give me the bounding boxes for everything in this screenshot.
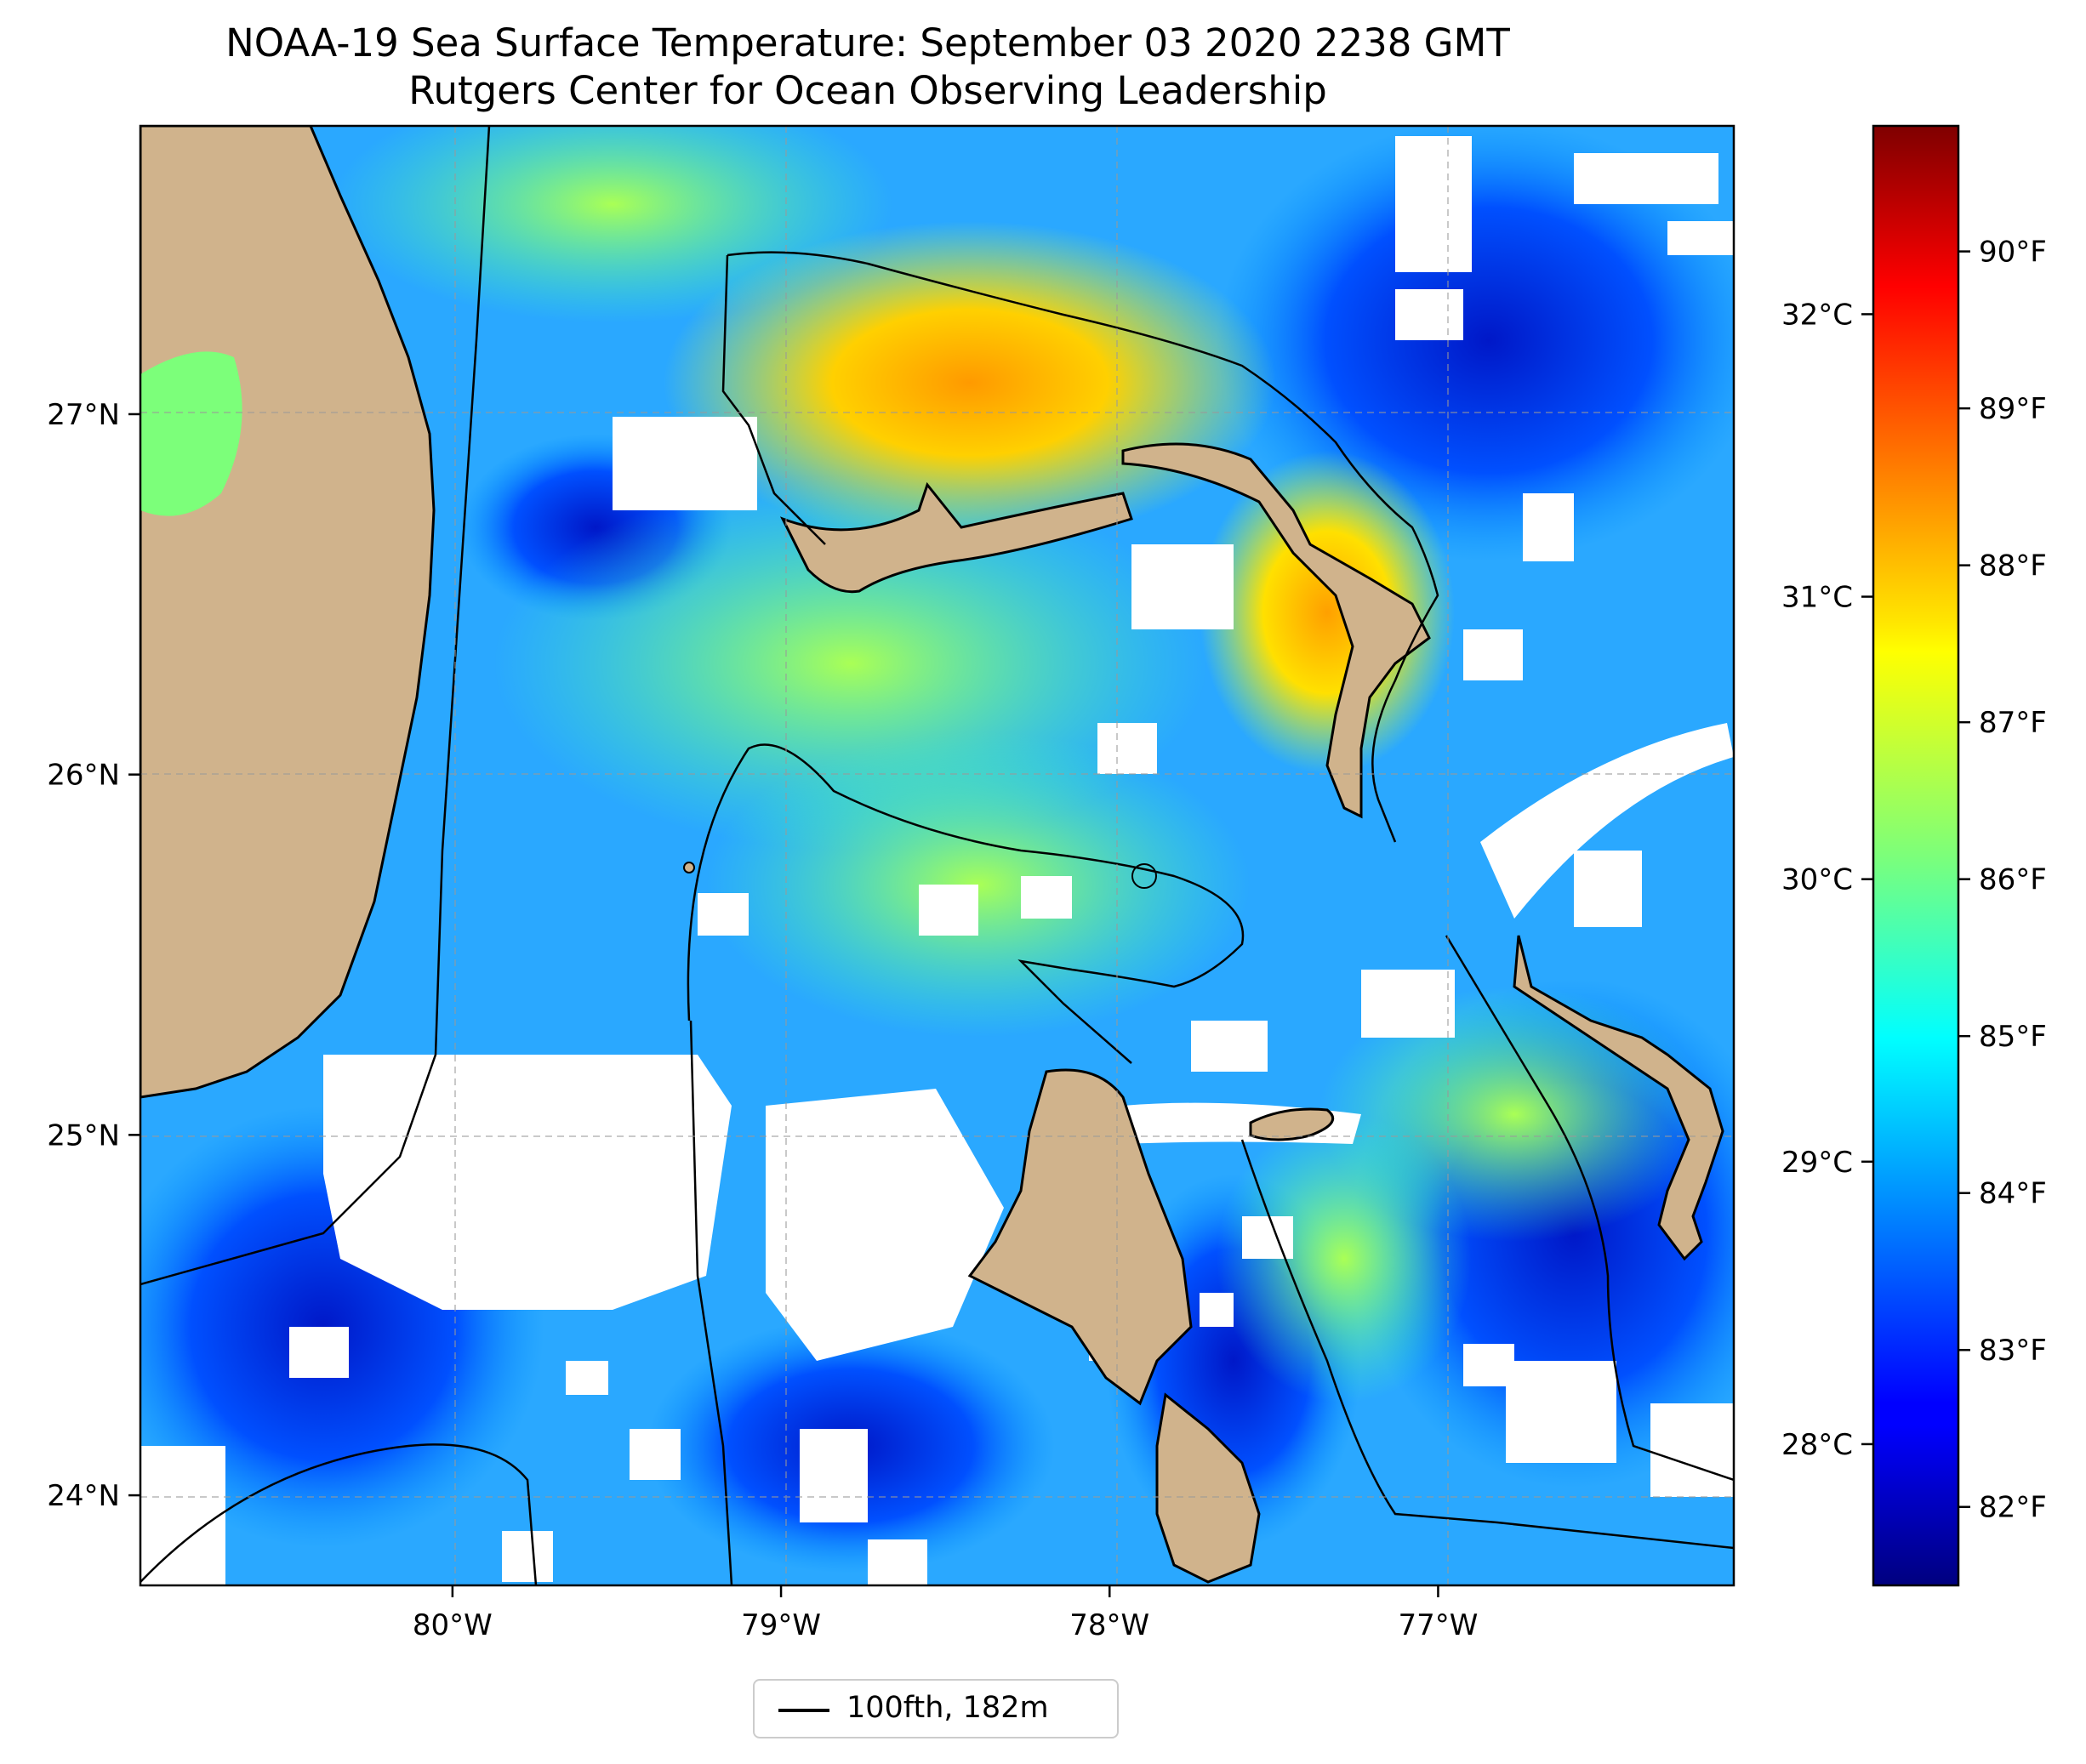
map-frame bbox=[139, 124, 1735, 1587]
colorbar-f-tick-label: 89°F bbox=[1979, 392, 2047, 426]
grand-bahama-island bbox=[779, 481, 1133, 594]
lon-tick-label: 78°W bbox=[1069, 1608, 1149, 1642]
colorbar-f-tick-label: 83°F bbox=[1979, 1334, 2047, 1368]
colorbar bbox=[1872, 124, 1960, 1587]
lon-tick-label: 80°W bbox=[413, 1608, 493, 1642]
colorbar-c-tick-label: 29°C bbox=[1781, 1146, 1853, 1180]
south-andros-island bbox=[1155, 1392, 1261, 1584]
lat-tick-label: 26°N bbox=[47, 759, 120, 793]
lon-tick-label: 77°W bbox=[1398, 1608, 1478, 1642]
abaco-island bbox=[1121, 442, 1431, 819]
legend-line-swatch bbox=[778, 1709, 829, 1712]
legend: 100fth, 182m bbox=[753, 1679, 1119, 1738]
sst-raster bbox=[140, 126, 1734, 1585]
map-gridlines bbox=[140, 126, 1734, 1585]
lat-tick-label: 25°N bbox=[47, 1118, 120, 1152]
colorbar-f-tick-label: 84°F bbox=[1979, 1177, 2047, 1211]
colorbar-fahrenheit-axis: 82°F 83°F 84°F 85°F 86°F 87°F 88°F 89°F 90°F bbox=[1958, 236, 2047, 1525]
isobath-100fth bbox=[140, 126, 1734, 1585]
colorbar-c-tick-label: 31°C bbox=[1781, 581, 1853, 615]
lat-tick-label: 27°N bbox=[47, 398, 120, 432]
colorbar-f-tick-label: 90°F bbox=[1979, 236, 2047, 270]
colorbar-f-tick-label: 87°F bbox=[1979, 706, 2047, 740]
colorbar-f-tick-label: 88°F bbox=[1979, 549, 2047, 583]
chart-title: NOAA-19 Sea Surface Temperature: Septemb… bbox=[225, 20, 1510, 65]
colorbar-c-tick-label: 32°C bbox=[1781, 298, 1853, 332]
colorbar-c-tick-label: 28°C bbox=[1781, 1428, 1853, 1462]
colorbar-f-tick-label: 82°F bbox=[1979, 1491, 2047, 1525]
colorbar-celsius-axis: 28°C 29°C 30°C 31°C 32°C bbox=[1781, 298, 1873, 1462]
lat-tick-label: 24°N bbox=[47, 1479, 120, 1513]
colorbar-c-tick-label: 30°C bbox=[1781, 863, 1853, 897]
colorbar-f-tick-label: 86°F bbox=[1979, 863, 2047, 897]
new-providence-island bbox=[1249, 1107, 1335, 1141]
eleuthera-island bbox=[1513, 935, 1724, 1261]
colorbar-f-tick-label: 85°F bbox=[1979, 1020, 2047, 1054]
lon-tick-label: 79°W bbox=[741, 1608, 821, 1642]
legend-label: 100fth, 182m bbox=[846, 1691, 1049, 1725]
andros-island bbox=[967, 1068, 1193, 1406]
longitude-axis: 80°W 79°W 78°W 77°W bbox=[413, 1585, 1478, 1642]
latitude-axis: 27°N 26°N 25°N 24°N bbox=[47, 398, 140, 1513]
chart-subtitle: Rutgers Center for Ocean Observing Leade… bbox=[408, 68, 1327, 113]
